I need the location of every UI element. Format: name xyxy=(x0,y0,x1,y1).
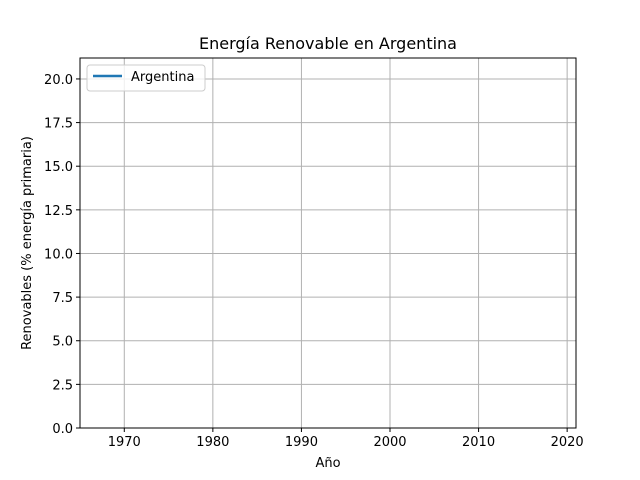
x-tick-label: 1980 xyxy=(196,435,229,450)
grid xyxy=(80,58,576,429)
x-axis-label: Año xyxy=(315,456,340,471)
legend-label-argentina: Argentina xyxy=(131,70,194,85)
x-tick-label: 2010 xyxy=(462,435,495,450)
chart-title: Energía Renovable en Argentina xyxy=(199,34,457,53)
y-tick-label: 17.5 xyxy=(44,117,73,132)
x-tick-label: 1990 xyxy=(285,435,318,450)
y-axis-ticks: 0.0 2.5 5.0 7.5 10.0 12.5 15.0 17.5 20.0 xyxy=(44,73,80,437)
y-tick-label: 12.5 xyxy=(44,204,73,219)
x-tick-label: 1970 xyxy=(108,435,141,450)
y-tick-label: 7.5 xyxy=(52,291,73,306)
y-tick-label: 20.0 xyxy=(44,73,73,88)
y-tick-label: 5.0 xyxy=(52,335,73,350)
legend: Argentina xyxy=(86,64,206,92)
plot-area xyxy=(80,58,576,428)
y-tick-label: 2.5 xyxy=(52,378,73,393)
x-tick-label: 2020 xyxy=(551,435,584,450)
y-tick-label: 10.0 xyxy=(44,247,73,262)
plot-frame xyxy=(79,57,577,429)
legend-box xyxy=(86,64,206,92)
y-tick-label: 0.0 xyxy=(52,422,73,437)
x-tick-label: 2000 xyxy=(373,435,406,450)
y-tick-label: 15.0 xyxy=(44,160,73,175)
y-axis-label: Renovables (% energía primaria) xyxy=(20,136,35,350)
x-axis-ticks: 1970 1980 1990 2000 2010 2020 xyxy=(108,428,584,450)
